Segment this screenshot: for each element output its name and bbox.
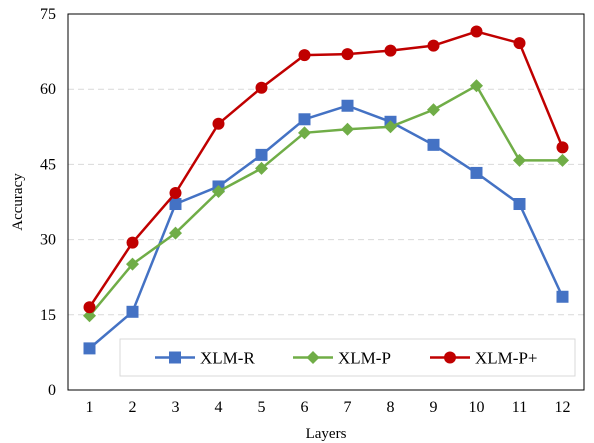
data-point — [126, 236, 139, 249]
gridlines — [68, 88, 584, 316]
legend-label: XLM-R — [200, 349, 255, 368]
legend-entry: XLM-P+ — [430, 349, 537, 368]
data-point — [212, 117, 225, 130]
data-point — [556, 290, 569, 303]
series-xlm-p — [83, 79, 569, 323]
legend-marker — [444, 351, 456, 364]
data-point — [169, 186, 182, 199]
y-axis-title: Accuracy — [10, 173, 26, 231]
data-point — [341, 122, 354, 136]
y-tick-label: 0 — [48, 382, 56, 399]
x-tick-label: 2 — [129, 399, 137, 416]
x-tick-label: 4 — [215, 399, 223, 416]
y-tick-label: 15 — [40, 307, 56, 324]
series — [83, 25, 569, 355]
data-point — [513, 198, 526, 211]
data-point — [556, 141, 569, 154]
data-point — [83, 309, 96, 323]
y-tick-label: 60 — [40, 81, 56, 98]
data-point — [255, 161, 268, 175]
x-tick-label: 9 — [430, 399, 438, 416]
data-point — [341, 99, 354, 112]
data-point — [470, 79, 483, 93]
series-xlm-p- — [83, 25, 569, 314]
x-tick-label: 8 — [387, 399, 395, 416]
data-point — [427, 39, 440, 52]
data-point — [513, 37, 526, 50]
x-tick-label: 10 — [469, 399, 485, 416]
data-point — [212, 184, 225, 198]
data-point — [298, 113, 311, 126]
x-tick-label: 11 — [512, 399, 527, 416]
data-point — [126, 257, 139, 271]
x-tick-label: 1 — [86, 399, 94, 416]
x-tick-label: 12 — [555, 399, 571, 416]
data-point — [169, 198, 182, 211]
data-point — [169, 226, 182, 240]
data-point — [341, 48, 354, 61]
series-line — [88, 84, 563, 317]
legend-entry: XLM-R — [155, 349, 255, 368]
data-point — [83, 342, 96, 355]
data-point — [470, 25, 483, 38]
y-tick-label: 30 — [40, 232, 56, 249]
data-point — [255, 81, 268, 94]
series-line — [88, 30, 564, 308]
legend-box — [119, 338, 576, 377]
data-point — [384, 44, 397, 57]
legend-label: XLM-P — [338, 349, 391, 368]
plot-frame — [67, 13, 585, 391]
x-tick-label: 3 — [172, 399, 180, 416]
legend-entry: XLM-P — [293, 349, 391, 368]
data-point — [556, 153, 569, 167]
legend-label: XLM-P+ — [475, 349, 537, 368]
data-point — [298, 126, 311, 140]
y-tick-label: 45 — [40, 156, 56, 173]
x-tick-label: 5 — [258, 399, 266, 416]
series-xlm-r — [83, 99, 569, 355]
data-point — [126, 305, 139, 318]
data-point — [255, 148, 268, 161]
series-line — [88, 104, 564, 350]
x-axis-title: Layers — [306, 426, 347, 442]
y-tick-label: 75 — [40, 6, 56, 23]
legend-marker — [306, 351, 320, 364]
legend: XLM-R XLM-P XLM-P+ — [119, 338, 576, 377]
data-point — [427, 103, 440, 117]
data-point — [513, 153, 526, 167]
data-point — [83, 301, 96, 314]
data-point — [427, 138, 440, 151]
data-point — [470, 166, 483, 179]
x-tick-label: 7 — [344, 399, 352, 416]
data-point — [384, 120, 397, 134]
data-point — [298, 49, 311, 62]
legend-marker — [169, 351, 181, 364]
x-tick-label: 6 — [301, 399, 309, 416]
